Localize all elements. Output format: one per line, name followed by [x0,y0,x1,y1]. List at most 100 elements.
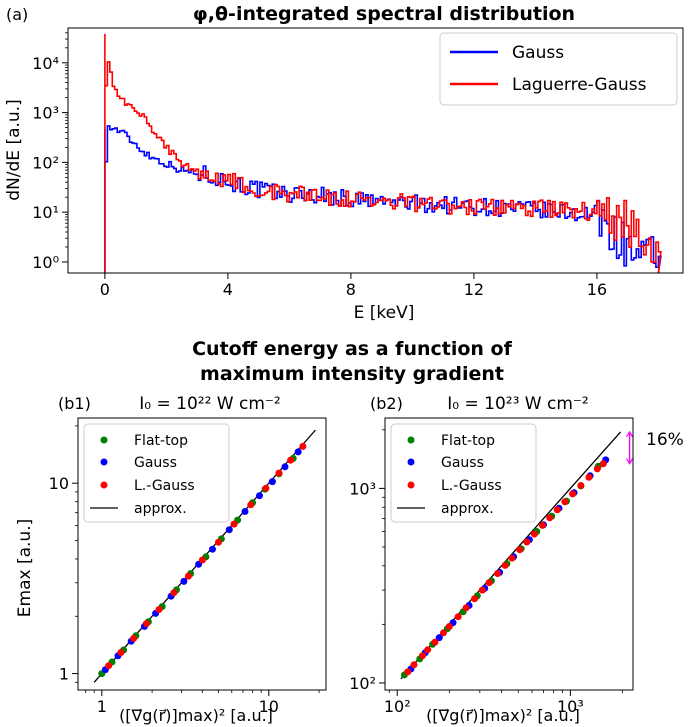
b1-point-l-gauss-10 [247,501,255,509]
panel-b2-ticks: 10² 10³ 10² 10³ [349,429,623,716]
b2-xtick-label-100: 10² [384,697,411,716]
b2-point-l-gauss-21 [561,498,569,506]
panel-b2-legend-box [390,423,537,523]
panel-a-legend: Gauss Laguerre-Gauss [439,32,678,106]
b1-point-l-gauss-12 [275,469,283,477]
b2-legend-label-flat-top: Flat-top [441,433,495,449]
b2-point-l-gauss-23 [577,482,585,489]
b2-annotation-arrow-bottom [626,458,634,465]
b2-point-l-gauss-13 [501,561,509,569]
a-series-gauss [104,125,662,274]
b2-point-l-gauss-15 [516,546,524,554]
panel-b1-title: I₀ = 10²² W cm⁻² [139,394,280,414]
suptitle-line-1: Cutoff energy as a function of [192,338,512,360]
panel-a-xlabel: E [keV] [354,303,415,323]
b1-point-gauss-10 [241,508,249,515]
a-xtick-label-4: 4 [223,280,233,299]
b1-point-l-gauss-14 [299,442,307,450]
b2-legend-swatch-l-gauss [407,481,415,489]
b2-legend-label-approx: approx. [441,501,494,517]
b2-point-l-gauss-18 [539,521,546,529]
b2-point-l-gauss-20 [553,506,561,514]
a-xtick-label-12: 12 [464,280,484,299]
b1-point-l-gauss-4 [155,606,163,613]
a-ytick-label-1: 10⁰ [32,253,59,272]
b2-xtick-label-1000: 10³ [557,697,584,716]
panel-a-xticks: 0 4 8 12 16 [100,273,607,299]
b1-legend-swatch-flat-top [100,436,108,444]
panel-b2-label: (b2) [370,394,403,413]
b1-ytick-label-10: 10 [49,474,69,493]
panel-b1-label: (b1) [58,394,91,413]
b1-point-gauss-12 [268,478,276,486]
b2-legend-swatch-gauss [407,458,415,466]
b2-point-l-gauss-9 [471,595,479,603]
b2-point-l-gauss-22 [569,490,577,498]
b2-point-l-gauss-7 [454,613,462,621]
b1-point-gauss-8 [209,545,216,553]
b1-legend-swatch-gauss [100,458,108,466]
b2-point-l-gauss-1 [410,661,418,669]
b2-point-l-gauss-3 [424,646,432,654]
panel-b2-xlabel: ([∇⃗g(r⃗)]max)² [a.u.] [426,706,580,725]
b2-point-l-gauss-17 [530,530,538,538]
b1-point-gauss-6 [180,577,188,585]
b1-legend-label-flat-top: Flat-top [134,433,188,449]
b2-point-l-gauss-10 [478,586,486,594]
panel-b1-marks [93,429,316,683]
b2-point-l-gauss-14 [508,554,516,562]
b2-annotation-16-percent: 16% [646,430,684,450]
b2-point-l-gauss-8 [462,604,470,612]
b1-point-gauss-14 [294,448,302,456]
b2-point-l-gauss-24 [585,473,593,481]
b1-point-l-gauss-3 [142,620,150,628]
b1-point-l-gauss-5 [170,589,178,597]
panel-b2-frame [384,417,634,691]
panel-b1-legend-box [83,423,230,523]
b2-legend-label-gauss: Gauss [441,455,484,471]
panel-a-title: φ,θ-integrated spectral distribution [193,3,575,25]
b1-point-l-gauss-9 [230,520,238,528]
b2-ytick-label-1000: 10³ [349,479,376,498]
b1-legend-label-gauss: Gauss [134,455,177,471]
b2-annotation-arrow-top [626,430,634,438]
panel-b2-scatter: (b2) I₀ = 10²³ W cm⁻² ([∇⃗g(r⃗)]max)² [a… [349,394,684,725]
b1-point-l-gauss-13 [287,456,295,464]
panel-b1-frame [77,417,327,691]
b2-point-l-gauss-6 [445,623,453,630]
b1-point-gauss-13 [281,463,289,471]
b1-legend-label-approx: approx. [134,501,187,517]
a-xtick-label-8: 8 [346,280,356,299]
b1-ytick-label-1: 1 [59,665,69,684]
panel-a-spectrum: (a) φ,θ-integrated spectral distribution… [4,3,684,323]
b1-point-l-gauss-2 [130,634,138,642]
b1-point-l-gauss-6 [184,572,192,580]
b2-point-l-gauss-12 [494,570,502,577]
b1-point-gauss-9 [225,526,233,534]
b2-ytick-label-100: 10² [349,674,376,693]
b1-point-l-gauss-11 [262,484,270,492]
b1-legend-label-l-gauss: L.-Gauss [134,478,195,494]
panel-b1-ylabel: Emax [a.u.] [15,519,35,617]
a-ytick-label-1000: 10³ [32,104,59,123]
b2-legend-swatch-flat-top [407,436,415,444]
b1-point-gauss-11 [256,492,263,500]
a-ytick-label-10: 10¹ [32,203,59,222]
panel-a-legend-box [439,32,678,106]
b2-point-l-gauss-11 [485,579,493,587]
b1-legend-swatch-l-gauss [100,481,108,489]
legend-label-laguerre-gauss: Laguerre-Gauss [512,75,647,95]
panel-b2-marks [400,430,634,680]
panel-b2-title: I₀ = 10²³ W cm⁻² [447,394,588,414]
panel-b1-xlabel: ([∇⃗g(r⃗)]max)² [a.u.] [119,706,273,725]
panel-a-label: (a) [6,5,28,24]
panel-b1-legend: Flat-top Gauss L.-Gauss approx. [83,423,230,523]
legend-label-gauss: Gauss [512,43,564,63]
b2-point-gauss-2 [435,634,443,642]
panel-a-yticks: 10⁰ 10¹ 10² 10³ 10⁴ [32,32,68,272]
a-ytick-label-10000: 10⁴ [32,54,59,73]
panel-a-frame [67,27,684,274]
suptitle-line-2: maximum intensity gradient [200,363,504,385]
a-series-laguerre-gauss [104,33,662,274]
b1-point-l-gauss-1 [117,649,125,656]
